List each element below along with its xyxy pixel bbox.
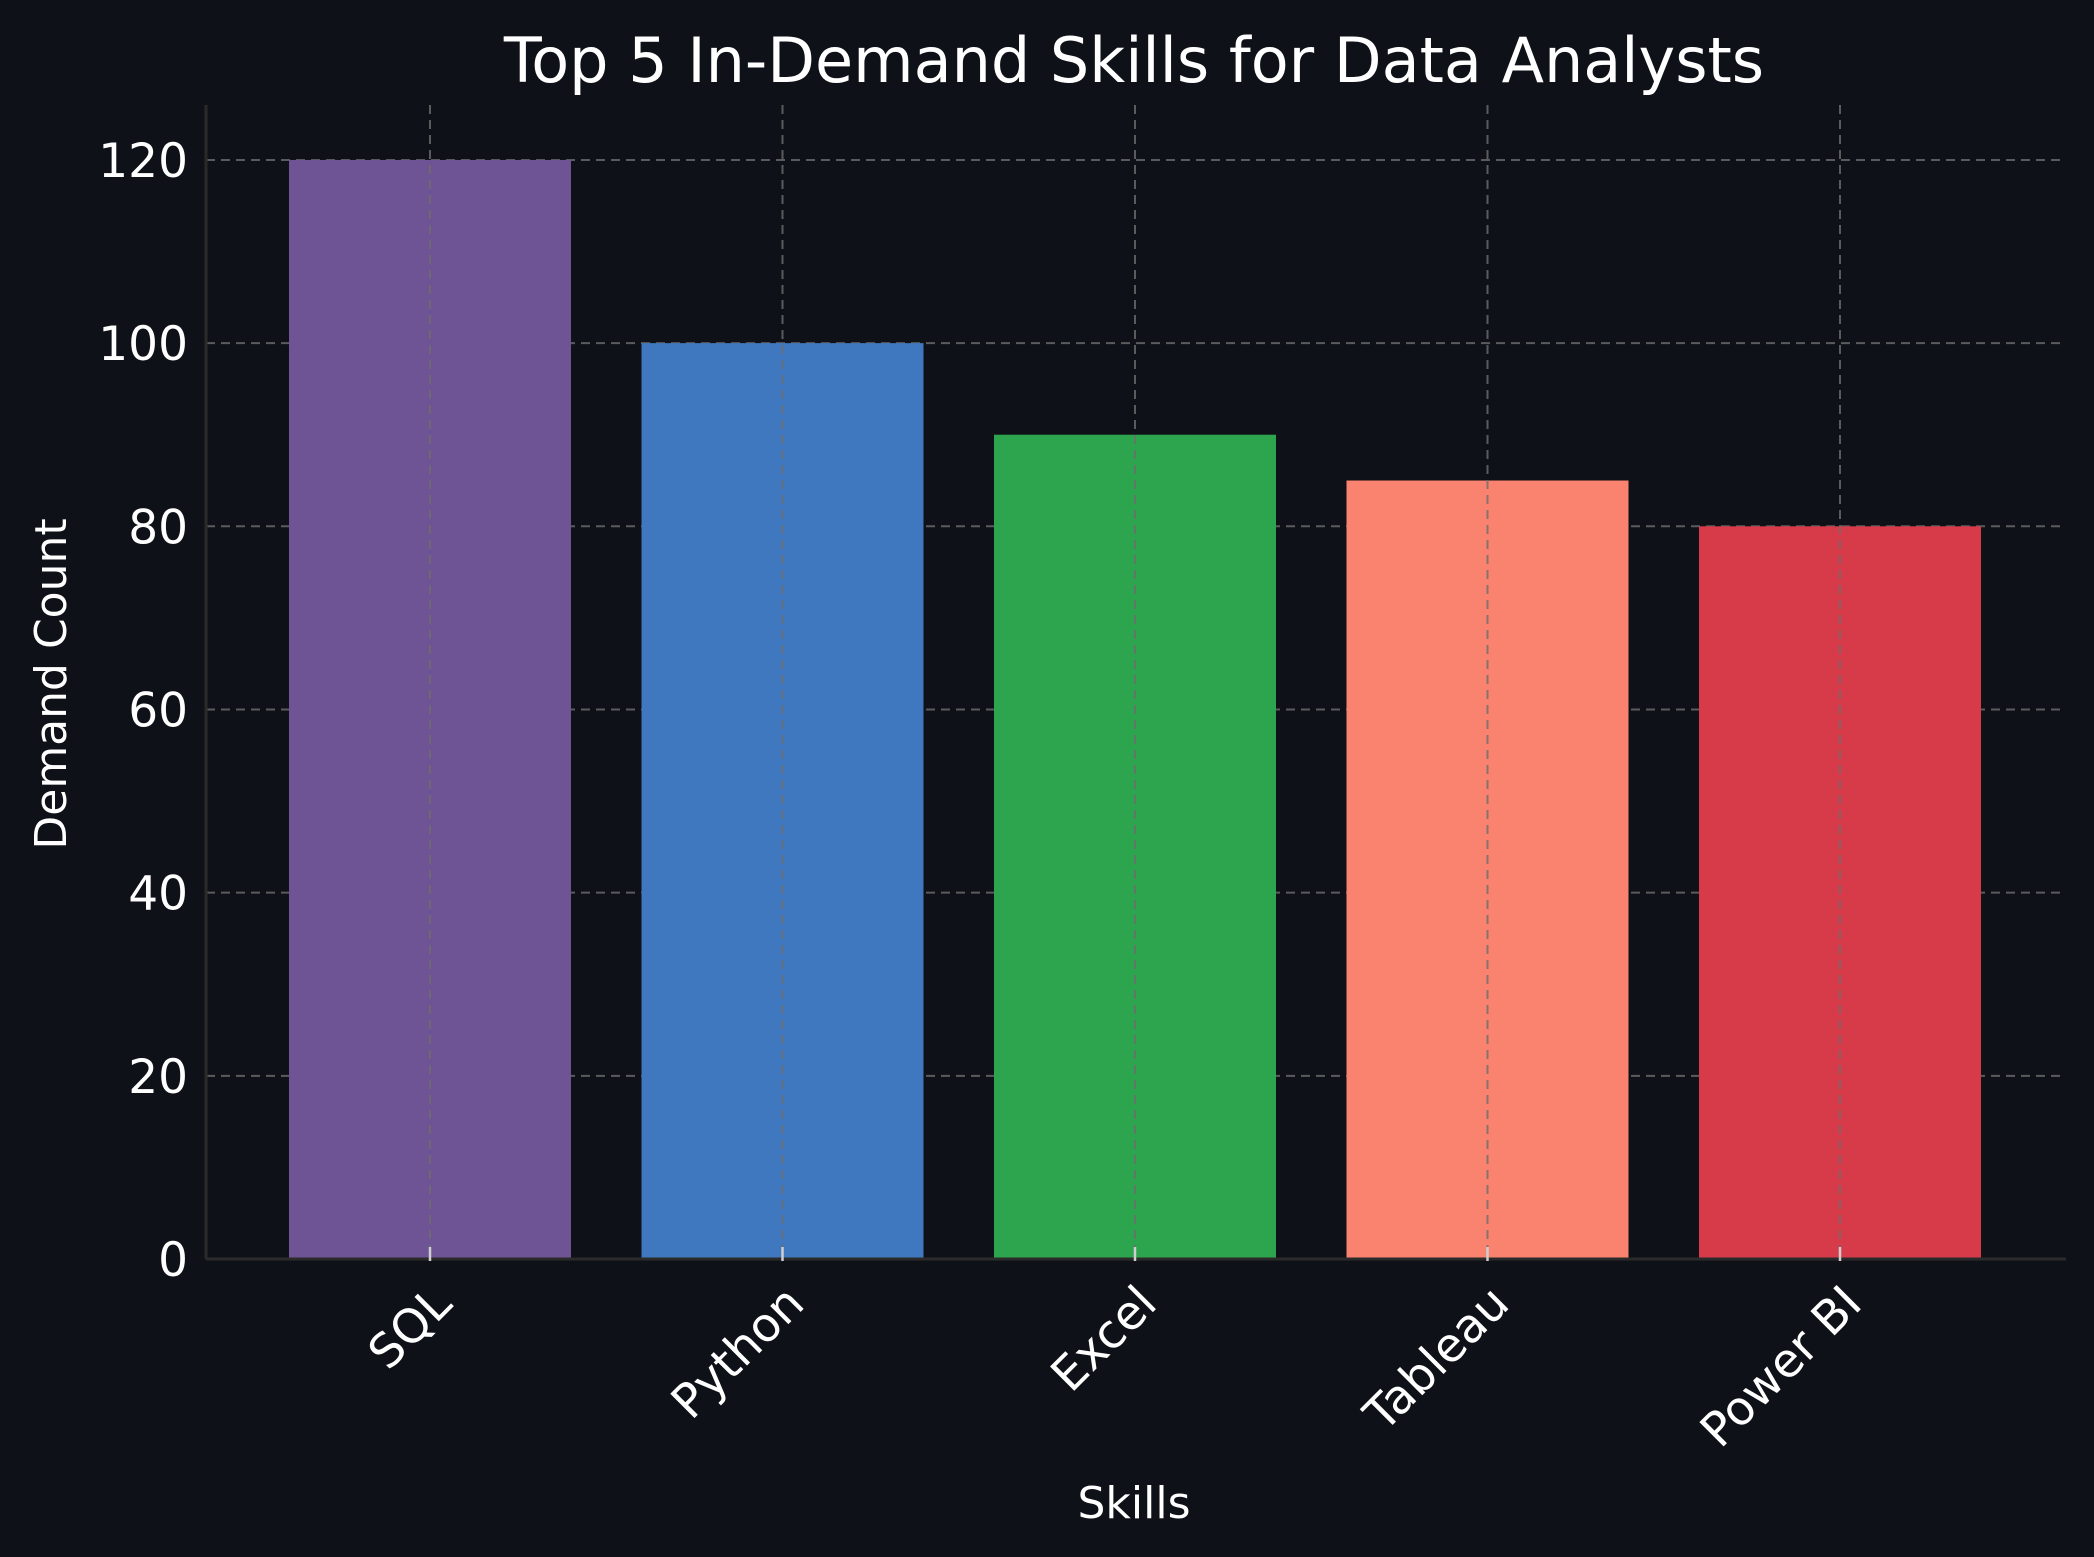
y-tick-label: 120 — [98, 134, 188, 189]
axes — [204, 105, 2066, 1261]
vertical-gridlines — [429, 105, 1841, 1259]
y-axis-label: Demand Count — [26, 518, 77, 849]
y-tick-labels: 0 20 40 60 80 100 120 — [98, 134, 188, 1288]
y-tick-label: 100 — [98, 317, 188, 372]
chart-title: Top 5 In-Demand Skills for Data Analysts — [503, 24, 1764, 97]
y-tick-label: 40 — [128, 867, 188, 922]
y-tick-label: 20 — [128, 1050, 188, 1105]
x-axis-label: Skills — [1077, 1478, 1190, 1529]
y-tick-label: 0 — [158, 1233, 188, 1288]
y-tick-label: 60 — [128, 683, 188, 738]
y-tick-label: 80 — [128, 500, 188, 555]
